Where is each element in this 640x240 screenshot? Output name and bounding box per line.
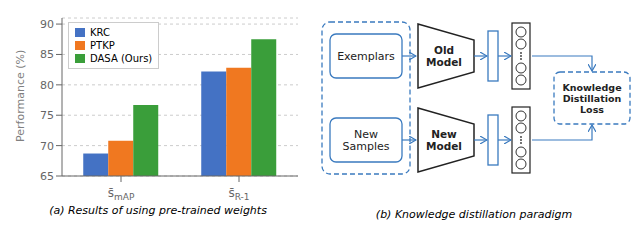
svg-text:OldModel: OldModel — [426, 44, 462, 68]
svg-text:Exemplars: Exemplars — [337, 50, 395, 63]
svg-text:NewSamples: NewSamples — [343, 127, 390, 153]
html-text:(a) Results of using pre-train: (a) Results of using pre-trained weights — [49, 204, 267, 217]
svg-text:NewModel: NewModel — [426, 128, 462, 152]
html-text:(b) Knowledge distillation par: (b) Knowledge distillation paradigm — [375, 208, 573, 221]
svg-text:65: 65 — [40, 170, 54, 183]
svg-text:Performance (%): Performance (%) — [14, 50, 27, 142]
svg-text:85: 85 — [40, 48, 54, 61]
svg-text:s̄mAP: s̄mAP — [108, 186, 135, 200]
html-text:PTKP: PTKP — [90, 40, 115, 51]
svg-text:70: 70 — [40, 140, 54, 153]
svg-text:s̄R-1: s̄R-1 — [228, 186, 249, 200]
html-text:KRC: KRC — [90, 27, 110, 38]
html-text:DASA (Ours): DASA (Ours) — [90, 53, 153, 64]
svg-text:80: 80 — [40, 79, 54, 92]
svg-text:90: 90 — [40, 18, 54, 31]
svg-text:75: 75 — [40, 109, 54, 122]
svg-text:KnowledgeDistillationLoss: KnowledgeDistillationLoss — [562, 82, 621, 115]
